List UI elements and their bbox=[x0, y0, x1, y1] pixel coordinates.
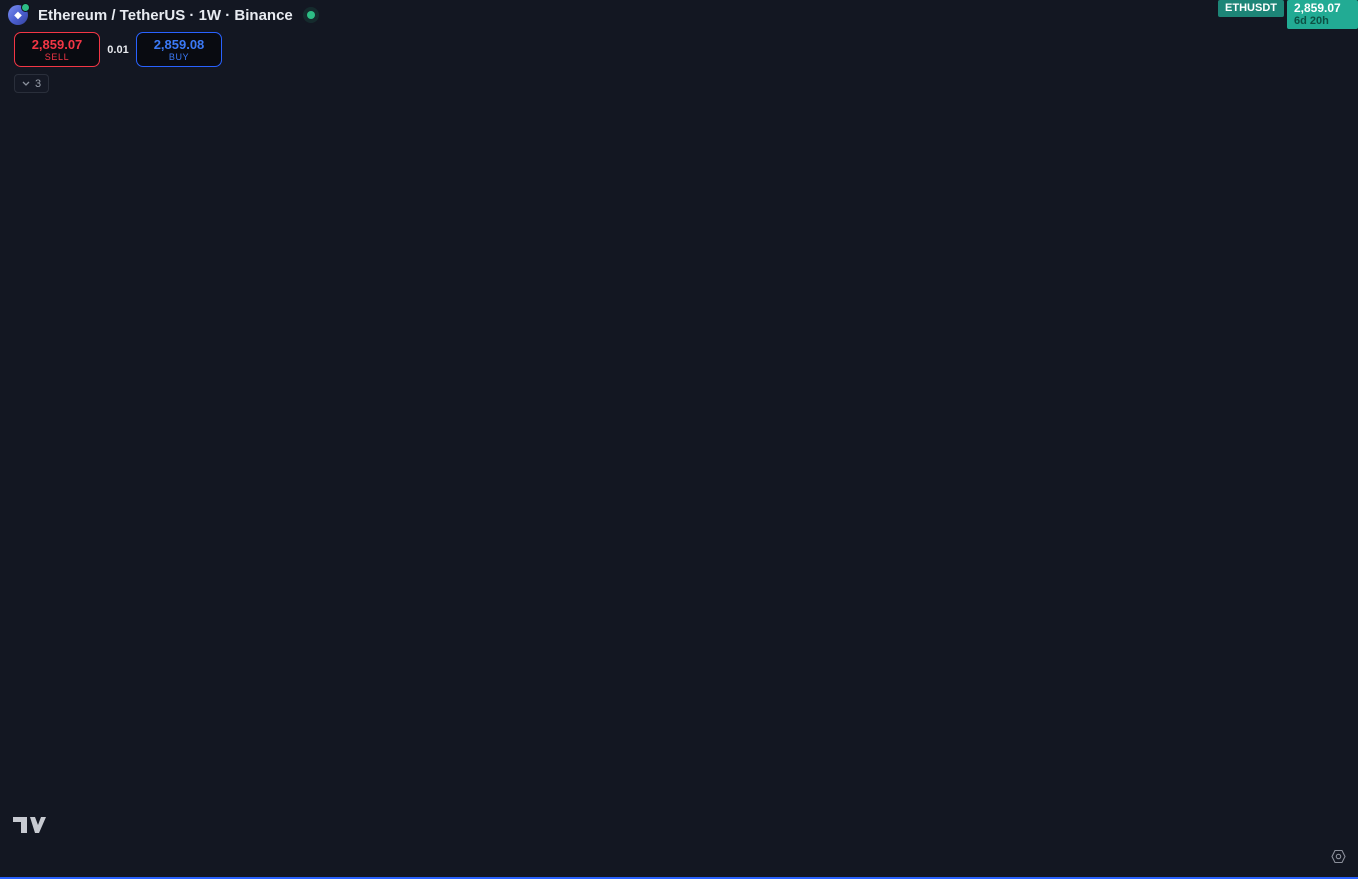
chevron-down-icon bbox=[22, 81, 30, 86]
bar-countdown: 6d 20h bbox=[1294, 15, 1329, 27]
symbol-header: ◆ Ethereum / TetherUS · 1W · Binance bbox=[8, 3, 325, 25]
buy-button[interactable]: 2,859.08 BUY bbox=[136, 32, 222, 67]
last-price-label: 2,859.07 6d 20h bbox=[1287, 0, 1358, 29]
bottom-accent-line bbox=[0, 877, 1358, 879]
last-price-value: 2,859.07 bbox=[1294, 1, 1341, 15]
sell-label: SELL bbox=[44, 52, 70, 62]
buy-sell-widget: 2,859.07 SELL 0.01 2,859.08 BUY bbox=[14, 32, 222, 67]
price-axis[interactable] bbox=[1287, 0, 1358, 845]
sell-button[interactable]: 2,859.07 SELL bbox=[14, 32, 100, 67]
object-tree-collapse-button[interactable]: 3 bbox=[14, 74, 50, 93]
tradingview-logo[interactable] bbox=[12, 814, 46, 841]
sell-price: 2,859.07 bbox=[31, 37, 83, 52]
ethereum-logo-icon: ◆ bbox=[8, 3, 30, 25]
market-status-icon bbox=[306, 11, 315, 19]
price-line-symbol-tag: ETHUSDT bbox=[1218, 0, 1284, 17]
buy-label: BUY bbox=[168, 52, 190, 62]
spread-value: 0.01 bbox=[107, 43, 129, 56]
buy-price: 2,859.08 bbox=[153, 37, 205, 52]
axis-settings-icon[interactable] bbox=[1331, 849, 1346, 869]
time-axis[interactable] bbox=[0, 846, 1358, 879]
object-count: 3 bbox=[35, 77, 42, 90]
symbol-title[interactable]: Ethereum / TetherUS · 1W · Binance bbox=[38, 6, 293, 24]
